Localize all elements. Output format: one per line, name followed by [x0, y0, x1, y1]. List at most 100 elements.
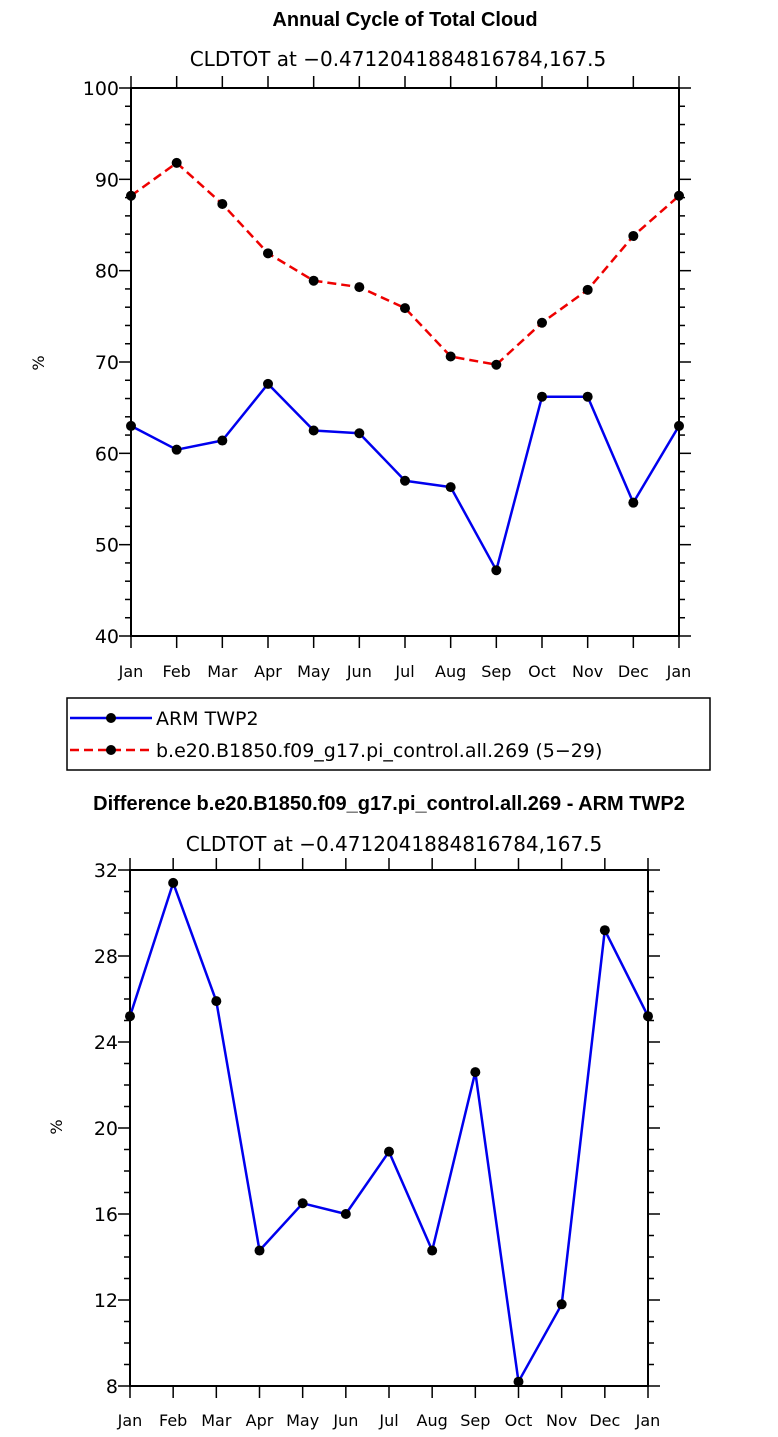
chart2-subtitle: CLDTOT at −0.4712041884816784,167.5	[186, 832, 603, 856]
chart2-series-0-point	[211, 996, 222, 1007]
chart1-series-1-point	[628, 230, 639, 241]
chart1-series-1-point	[400, 303, 410, 314]
chart2-ytick-label: 12	[94, 1290, 118, 1312]
chart1-series-0-point	[445, 482, 456, 493]
chart2-xtick-label: Nov	[546, 1411, 577, 1430]
chart2-series-0-point	[254, 1245, 265, 1256]
chart1-ylabel: %	[29, 355, 48, 370]
chart1-xtick-label: Jan	[118, 662, 144, 681]
chart1-series-1-point	[674, 190, 684, 201]
chart2-series-0-point	[556, 1299, 567, 1310]
chart2-xtick-label: Aug	[417, 1411, 448, 1430]
chart2-xtick-label: Jan	[117, 1411, 143, 1430]
chart1-series-0-point	[537, 391, 547, 402]
chart1-series	[126, 157, 684, 576]
chart1-xtick-label: Sep	[481, 662, 511, 681]
chart2-ylabel: %	[47, 1119, 66, 1134]
legend: ARM TWP2 b.e20.B1850.f09_g17.pi_control.…	[66, 697, 711, 771]
chart1-xtick-label: Jun	[346, 662, 372, 681]
chart2-series-0-point	[297, 1198, 308, 1209]
chart2-ytick-label: 24	[94, 1032, 118, 1054]
chart1-ytick-label: 80	[95, 261, 119, 283]
chart2-series	[125, 877, 653, 1387]
chart1-series-0-point	[354, 428, 365, 439]
chart1-series-1-point	[445, 351, 456, 362]
chart2-series-0-point	[125, 1011, 135, 1022]
chart1-series-1-point	[217, 198, 228, 209]
chart2-xtick-label: Jan	[635, 1411, 661, 1430]
chart2-xtick-label: Apr	[246, 1411, 274, 1430]
chart2-ytick-label: 8	[106, 1376, 118, 1398]
difference-chart: Difference b.e20.B1850.f09_g17.pi_contro…	[47, 793, 685, 1430]
chart1-series-0-point	[628, 497, 639, 508]
chart1-ytick-label: 90	[95, 169, 119, 191]
chart2-xtick-label: May	[286, 1411, 319, 1430]
legend-marker-arm	[106, 713, 116, 723]
chart1-series-0-point	[400, 475, 410, 486]
chart1-xtick-label: Nov	[572, 662, 603, 681]
chart1-ytick-label: 100	[83, 78, 119, 100]
chart1-series-0-point	[217, 435, 228, 446]
legend-label-arm: ARM TWP2	[156, 708, 259, 730]
chart2-series-line-0	[128, 881, 650, 1383]
chart1-title: Annual Cycle of Total Cloud	[272, 9, 537, 31]
chart2-xtick-label: Dec	[589, 1411, 620, 1430]
chart1-series-1-point	[582, 284, 593, 295]
chart1-ytick-label: 50	[95, 535, 119, 557]
legend-label-model: b.e20.B1850.f09_g17.pi_control.all.269 (…	[156, 740, 602, 762]
chart2-xtick-label: Mar	[201, 1411, 232, 1430]
chart2-xtick-label: Feb	[159, 1411, 187, 1430]
chart1-series-line-1	[130, 161, 680, 366]
chart2-series-0-point	[599, 925, 610, 936]
chart1-xtick-label: Jan	[666, 662, 692, 681]
chart2-ytick-label: 32	[94, 860, 118, 882]
chart2-series-0-point	[513, 1376, 524, 1387]
chart1-xtick-label: Feb	[163, 662, 191, 681]
legend-box	[66, 697, 711, 771]
chart1-xtick-label: May	[297, 662, 330, 681]
chart2-ytick-label: 28	[94, 946, 118, 968]
chart1-xtick-label: Dec	[618, 662, 649, 681]
chart2-ytick-label: 20	[94, 1118, 118, 1140]
chart2-ytick-label: 16	[94, 1204, 118, 1226]
chart1-xtick-label: Apr	[254, 662, 282, 681]
chart1-xtick-label: Aug	[435, 662, 466, 681]
chart1-series-0-point	[171, 444, 182, 455]
chart1-series-1-point	[354, 282, 365, 293]
chart1-series-0-point	[308, 425, 319, 436]
chart1-ytick-label: 40	[95, 626, 119, 648]
chart2-series-0-point	[427, 1245, 438, 1256]
chart2-title: Difference b.e20.B1850.f09_g17.pi_contro…	[93, 793, 685, 815]
chart2-series-0-point	[470, 1067, 481, 1078]
chart1-series-1-point	[491, 359, 502, 370]
chart2-series-0-point	[168, 877, 179, 888]
annual-cycle-chart: Annual Cycle of Total Cloud CLDTOT at −0…	[29, 9, 691, 681]
chart1-xtick-label: Oct	[528, 662, 556, 681]
chart2-xtick-label: Oct	[505, 1411, 533, 1430]
chart1-series-0-point	[263, 378, 273, 389]
chart1-xtick-label: Mar	[207, 662, 238, 681]
chart1-xtick-label: Jul	[394, 662, 414, 681]
chart1-series-1-point	[308, 275, 319, 286]
chart1-series-1-point	[537, 317, 547, 328]
chart1-series-0-point	[674, 420, 684, 431]
chart2-series-0-point	[384, 1146, 394, 1157]
chart1-series-1-point	[263, 248, 273, 259]
chart1-ytick-label: 70	[95, 352, 119, 374]
chart1-series-1-point	[126, 190, 136, 201]
chart1-axes: 40 50 60 70 80 90 100 Jan Feb Mar Apr May Jun Jul Aug S…	[83, 76, 692, 681]
chart1-plot-frame	[130, 87, 680, 637]
chart1-series-0-point	[126, 420, 136, 431]
chart1-ytick-label: 60	[95, 443, 119, 465]
chart2-xtick-label: Jul	[378, 1411, 398, 1430]
chart2-xtick-label: Jun	[332, 1411, 358, 1430]
chart1-subtitle: CLDTOT at −0.4712041884816784,167.5	[190, 47, 607, 71]
chart2-plot-frame	[129, 869, 649, 1387]
chart1-series-0-point	[582, 391, 593, 402]
legend-marker-model	[106, 745, 116, 755]
chart2-series-0-point	[643, 1011, 653, 1022]
chart2-axes: 8 12 16 20 24 28 32 Jan Feb Mar Apr May Jun Jul Aug Sep…	[94, 858, 661, 1430]
chart2-xtick-label: Sep	[460, 1411, 490, 1430]
chart2-series-0-point	[340, 1209, 351, 1219]
